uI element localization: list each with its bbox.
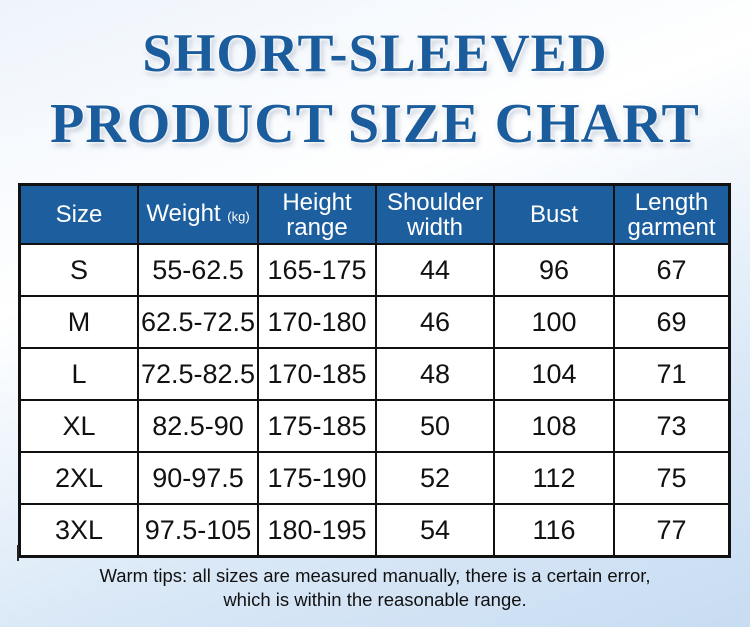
cell-shoulder-width: 54 [375,503,495,558]
size-chart-table: Size Weight (kg) Height range Shoulder wid… [18,183,731,558]
warm-tips: Warm tips: all sizes are measured manual… [0,564,750,612]
table-row: XL 82.5-90 175-185 50 108 73 [18,399,731,453]
cell-height-range: 175-185 [257,399,377,453]
cell-height-range: 175-190 [257,451,377,505]
cell-length-garment: 67 [613,243,731,297]
cell-bust: 108 [493,399,615,453]
title-line-1: SHORT-SLEEVED [142,23,608,83]
header-height-range: Height range [257,183,377,245]
cell-length-garment: 73 [613,399,731,453]
cell-size: XL [18,399,139,453]
cell-size: 3XL [18,503,139,558]
cell-shoulder-width: 46 [375,295,495,349]
cell-bust: 116 [493,503,615,558]
cell-shoulder-width: 48 [375,347,495,401]
cell-weight: 72.5-82.5 [137,347,259,401]
header-length-garment: Length garment [613,183,731,245]
header-bust: Bust [493,183,615,245]
cell-size: S [18,243,139,297]
cell-shoulder-width: 44 [375,243,495,297]
cell-bust: 96 [493,243,615,297]
table-row: M 62.5-72.5 170-180 46 100 69 [18,295,731,349]
cell-weight: 62.5-72.5 [137,295,259,349]
cell-bust: 104 [493,347,615,401]
cell-size: 2XL [18,451,139,505]
table-row: 3XL 97.5-105 180-195 54 116 77 [18,503,731,558]
title-line-2: PRODUCT SIZE CHART [50,93,700,155]
table-row: S 55-62.5 165-175 44 96 67 [18,243,731,297]
divider-line [17,545,19,561]
cell-weight: 97.5-105 [137,503,259,558]
header-weight: Weight (kg) [137,183,259,245]
cell-size: M [18,295,139,349]
cell-bust: 100 [493,295,615,349]
warm-tips-line-2: which is within the reasonable range. [223,589,527,610]
header-size: Size [18,183,139,245]
warm-tips-line-1: Warm tips: all sizes are measured manual… [99,565,651,586]
header-shoulder-width: Shoulder width [375,183,495,245]
cell-height-range: 165-175 [257,243,377,297]
cell-size: L [18,347,139,401]
cell-weight: 55-62.5 [137,243,259,297]
cell-weight: 82.5-90 [137,399,259,453]
cell-length-garment: 77 [613,503,731,558]
header-weight-unit: (kg) [227,208,250,224]
cell-length-garment: 71 [613,347,731,401]
cell-height-range: 170-180 [257,295,377,349]
cell-shoulder-width: 52 [375,451,495,505]
cell-height-range: 180-195 [257,503,377,558]
cell-bust: 112 [493,451,615,505]
cell-weight: 90-97.5 [137,451,259,505]
cell-length-garment: 69 [613,295,731,349]
cell-length-garment: 75 [613,451,731,505]
cell-shoulder-width: 50 [375,399,495,453]
header-row: Size Weight (kg) Height range Shoulder wid… [18,183,731,245]
cell-height-range: 170-185 [257,347,377,401]
table-row: L 72.5-82.5 170-185 48 104 71 [18,347,731,401]
table-row: 2XL 90-97.5 175-190 52 112 75 [18,451,731,505]
